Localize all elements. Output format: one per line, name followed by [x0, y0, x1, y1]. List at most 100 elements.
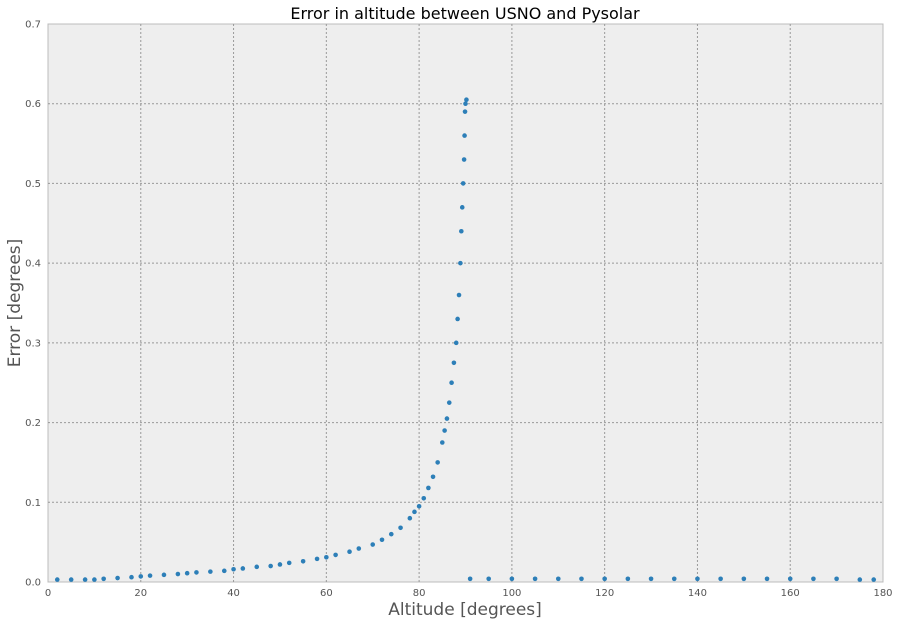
chart-title: Error in altitude between USNO and Pysol… [290, 4, 640, 23]
y-tick-label: 0.3 [25, 338, 41, 349]
x-tick-label: 180 [873, 588, 892, 599]
data-point [764, 576, 770, 582]
data-point [671, 576, 677, 582]
data-point [175, 571, 181, 577]
data-point [286, 560, 292, 566]
data-point [54, 577, 60, 582]
data-point [92, 577, 97, 582]
data-point [461, 157, 467, 162]
data-point [446, 400, 452, 405]
data-points [54, 97, 877, 582]
y-axis-label: Error [degrees] [5, 239, 25, 368]
data-point [254, 564, 260, 570]
x-tick-label: 80 [413, 588, 426, 599]
data-point [456, 292, 462, 298]
data-point [379, 537, 385, 543]
data-point [221, 568, 227, 574]
y-tick-label: 0.6 [25, 99, 41, 110]
data-point [811, 576, 816, 582]
data-point [695, 576, 700, 582]
x-tick-label: 160 [781, 588, 800, 599]
data-point [430, 474, 436, 480]
data-point [463, 101, 468, 107]
x-tick-label: 60 [320, 588, 333, 599]
data-point [834, 576, 839, 582]
data-point [138, 574, 144, 579]
data-point [240, 566, 246, 571]
data-point [453, 340, 459, 346]
data-point [444, 416, 450, 421]
data-point [462, 133, 467, 138]
y-tick-labels: 0.0 0.1 0.2 0.3 0.4 0.5 0.6 0.7 [25, 20, 41, 589]
data-point [147, 573, 153, 578]
data-point [460, 181, 466, 186]
data-point [268, 563, 273, 569]
data-point [314, 556, 320, 562]
data-point [440, 440, 445, 445]
data-point [333, 552, 338, 558]
data-point [467, 576, 473, 582]
data-point [184, 570, 190, 576]
data-point [347, 549, 352, 555]
data-point [458, 260, 463, 266]
y-tick-label: 0.5 [25, 179, 41, 190]
data-point [412, 509, 417, 515]
plot-area [47, 23, 884, 583]
data-point [442, 428, 447, 433]
x-tick-label: 20 [134, 588, 147, 599]
x-axis-label: Altitude [degrees] [388, 600, 542, 620]
data-point [416, 503, 422, 509]
y-tick-label: 0.1 [25, 498, 41, 509]
data-point [602, 576, 607, 582]
data-point [462, 109, 468, 114]
data-point [857, 577, 863, 582]
data-point [129, 574, 134, 580]
data-point [718, 576, 723, 582]
x-tick-label: 100 [502, 588, 521, 599]
x-tick-label: 40 [227, 588, 240, 599]
data-point [388, 531, 394, 537]
data-point [555, 576, 561, 582]
y-tick-label: 0.7 [25, 20, 41, 31]
x-tick-labels: 0 20 40 60 80 100 120 140 160 180 [45, 588, 893, 599]
data-point [426, 485, 431, 491]
data-point [161, 572, 167, 578]
data-point [398, 525, 403, 531]
data-point [300, 558, 306, 564]
data-point [459, 228, 464, 234]
data-point [421, 496, 427, 501]
x-tick-label: 120 [595, 588, 614, 599]
data-point [459, 205, 465, 210]
data-point [648, 576, 654, 582]
data-point [324, 554, 329, 560]
grid-lines [48, 24, 883, 582]
y-tick-label: 0.2 [25, 418, 41, 429]
data-point [741, 576, 747, 582]
data-point [486, 576, 491, 582]
data-point [787, 576, 793, 582]
data-point [435, 460, 440, 465]
y-tick-label: 0.0 [25, 578, 41, 589]
data-point [208, 569, 213, 574]
data-point [871, 577, 877, 582]
data-point [68, 577, 74, 582]
data-point [194, 570, 199, 575]
data-point [509, 576, 515, 582]
data-point [115, 575, 120, 581]
data-point [231, 566, 236, 572]
data-point [370, 542, 376, 547]
data-point [82, 577, 88, 582]
data-point [579, 576, 584, 582]
data-point [455, 316, 460, 322]
data-point [101, 576, 106, 582]
data-point [464, 97, 469, 103]
data-point [532, 576, 538, 582]
data-point [407, 515, 413, 521]
x-tick-label: 140 [688, 588, 707, 599]
data-point [451, 360, 457, 366]
data-point [625, 576, 631, 582]
x-tick-label: 0 [45, 588, 51, 599]
y-tick-label: 0.4 [25, 259, 41, 270]
data-point [356, 546, 362, 551]
